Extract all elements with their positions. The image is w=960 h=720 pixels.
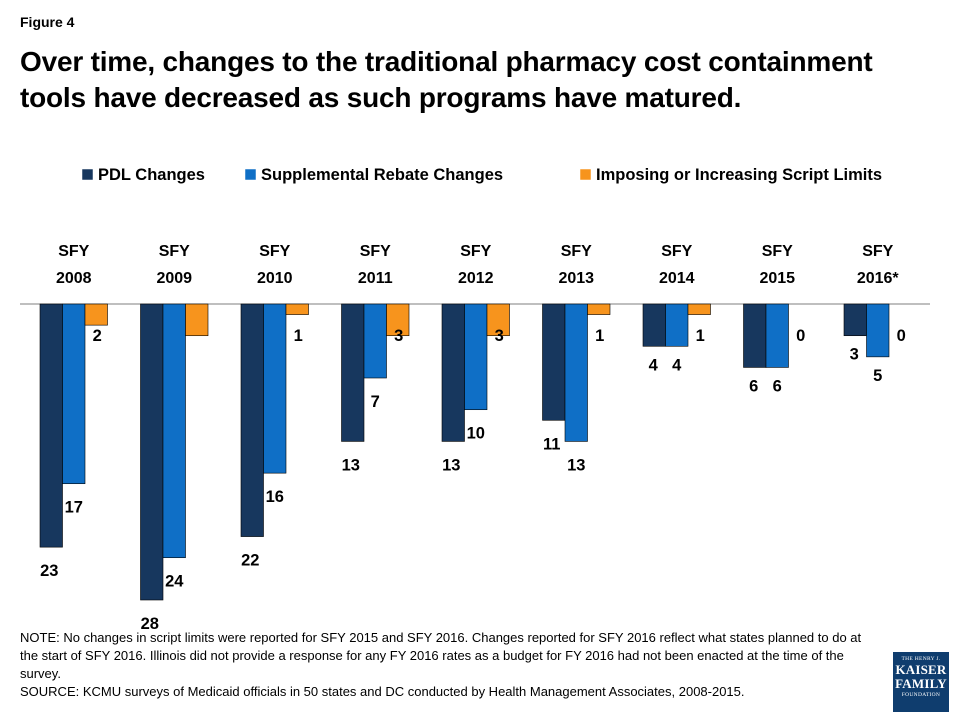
bar-2-4 xyxy=(363,303,387,379)
data-label-1-2: 28 xyxy=(141,615,159,630)
bar-1-4 xyxy=(341,303,365,442)
bar-2-9 xyxy=(866,303,890,358)
bar-3-7 xyxy=(687,303,711,315)
data-label-2-3: 16 xyxy=(266,488,284,506)
source-text: SOURCE: KCMU surveys of Medicaid officia… xyxy=(20,684,745,699)
data-label-1-6: 11 xyxy=(543,435,560,453)
data-label-2-9: 5 xyxy=(873,367,882,385)
category-label-2-line-2: 2009 xyxy=(156,270,192,287)
category-label-1-line-2: 2008 xyxy=(56,270,92,287)
chart-title: Over time, changes to the traditional ph… xyxy=(20,46,873,113)
bar-1-7 xyxy=(642,303,666,347)
bar-1-1 xyxy=(39,303,63,548)
bar-1-3 xyxy=(240,303,264,537)
data-label-2-6: 13 xyxy=(567,456,585,474)
bar-2-2 xyxy=(162,303,186,559)
bar-1-6 xyxy=(542,303,566,421)
category-label-1-line-1: SFY xyxy=(58,243,89,260)
data-label-3-8: 0 xyxy=(796,327,805,345)
category-label-5-line-2: 2012 xyxy=(458,270,494,287)
logo-line-4: FOUNDATION xyxy=(901,692,941,698)
data-label-1-7: 4 xyxy=(649,356,659,374)
data-label-2-4: 7 xyxy=(371,393,380,411)
category-label-6-line-2: 2013 xyxy=(558,270,594,287)
bar-3-1 xyxy=(84,303,108,326)
data-label-3-5: 3 xyxy=(495,327,504,345)
category-label-2-line-1: SFY xyxy=(159,243,190,260)
legend-label-2: Supplemental Rebate Changes xyxy=(261,166,503,184)
legend-swatch-3 xyxy=(579,168,592,181)
kff-logo: THE HENRY J. KAISER FAMILY FOUNDATION xyxy=(893,652,949,712)
category-label-6-line-1: SFY xyxy=(561,243,592,260)
data-label-1-9: 3 xyxy=(850,346,859,364)
data-label-2-5: 10 xyxy=(467,425,485,443)
bar-3-3 xyxy=(285,303,309,315)
data-label-1-4: 13 xyxy=(342,456,360,474)
data-label-3-6: 1 xyxy=(595,327,604,345)
data-label-2-2: 24 xyxy=(165,573,184,591)
bar-1-5 xyxy=(441,303,465,442)
bar-2-1 xyxy=(62,303,86,485)
category-label-3-line-2: 2010 xyxy=(257,270,293,287)
bar-3-5 xyxy=(486,303,510,337)
data-label-1-5: 13 xyxy=(442,456,460,474)
data-label-1-8: 6 xyxy=(749,377,758,395)
category-label-4-line-1: SFY xyxy=(360,243,391,260)
data-label-1-3: 22 xyxy=(241,552,259,570)
bar-2-8 xyxy=(765,303,789,368)
category-label-4-line-2: 2011 xyxy=(358,270,393,287)
legend-swatch-1 xyxy=(81,168,94,181)
bar-3-4 xyxy=(386,303,410,337)
data-label-3-3: 1 xyxy=(294,327,303,345)
logo-line-1: THE HENRY J. xyxy=(901,656,941,662)
category-label-3-line-1: SFY xyxy=(259,243,290,260)
category-label-7-line-1: SFY xyxy=(661,243,692,260)
bar-2-3 xyxy=(263,303,287,474)
logo-line-3: FAMILY xyxy=(895,676,947,691)
logo-line-2: KAISER xyxy=(895,662,947,677)
category-label-5-line-1: SFY xyxy=(460,243,491,260)
chart-notes: NOTE: No changes in script limits were r… xyxy=(20,629,870,701)
category-label-9-line-1: SFY xyxy=(862,243,893,260)
data-label-2-1: 17 xyxy=(65,499,83,517)
data-label-1-1: 23 xyxy=(40,562,58,580)
legend-label-3: Imposing or Increasing Script Limits xyxy=(596,166,882,184)
bar-1-2 xyxy=(140,303,164,601)
bar-1-8 xyxy=(743,303,767,368)
bar-2-5 xyxy=(464,303,488,411)
legend-swatch-2 xyxy=(244,168,257,181)
bar-3-6 xyxy=(587,303,611,315)
data-label-3-1: 2 xyxy=(93,327,102,345)
bar-chart: PDL Changes Supplemental Rebate Changes Im… xyxy=(20,166,930,630)
figure-label: Figure 4 xyxy=(20,14,75,30)
data-label-3-9: 0 xyxy=(897,327,906,345)
category-label-8-line-2: 2015 xyxy=(759,270,795,287)
bar-1-9 xyxy=(843,303,867,337)
data-label-3-7: 1 xyxy=(696,327,705,345)
bar-3-2 xyxy=(185,303,209,337)
legend-label-1: PDL Changes xyxy=(98,166,205,184)
note-text: NOTE: No changes in script limits were r… xyxy=(20,630,862,681)
bar-2-6 xyxy=(564,303,588,442)
category-label-7-line-2: 2014 xyxy=(659,270,695,287)
bar-2-7 xyxy=(665,303,689,347)
data-label-2-8: 6 xyxy=(773,377,782,395)
category-label-8-line-1: SFY xyxy=(762,243,793,260)
data-label-3-4: 3 xyxy=(394,327,403,345)
category-label-9-line-2: 2016* xyxy=(857,270,900,287)
data-label-2-7: 4 xyxy=(672,356,682,374)
